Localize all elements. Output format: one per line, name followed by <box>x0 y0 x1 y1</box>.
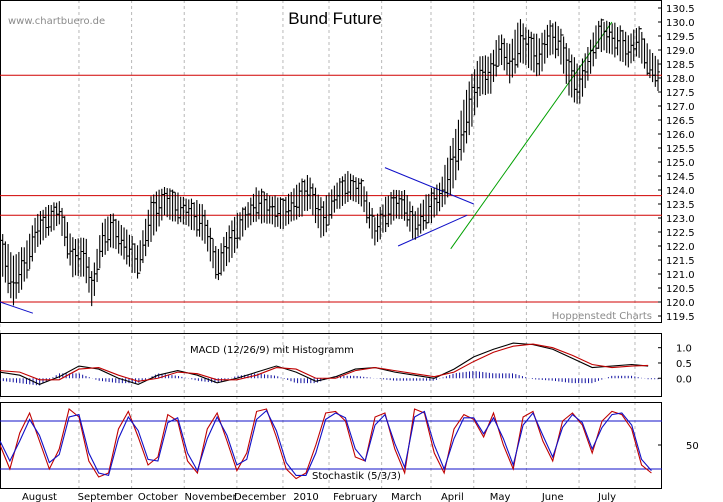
stochastik-series-line <box>0 409 652 477</box>
month-label: March <box>391 492 421 502</box>
price-tick-label: 120.0 <box>666 298 695 309</box>
price-tick-label: 126.5 <box>666 116 695 127</box>
stochastik-series-line <box>0 408 652 480</box>
panel-frame <box>0 333 662 397</box>
price-tick-label: 120.5 <box>666 284 695 295</box>
month-label: October <box>138 492 179 502</box>
price-tick-label: 119.5 <box>666 312 695 323</box>
stochastik-lines <box>0 408 652 480</box>
price-tick-label: 121.5 <box>666 256 695 267</box>
price-axis-ticks: 119.5 120.0 120.5 121.0 121.5 122.0 122.5 123.0… <box>658 4 695 323</box>
macd-tick-label: 0.5 <box>676 359 692 370</box>
price-tick-label: 129.0 <box>666 46 695 57</box>
price-tick-label: 125.5 <box>666 144 695 155</box>
vertical-gridlines <box>0 0 636 490</box>
stochastik-axis-ticks: 50 <box>658 441 699 452</box>
price-tick-label: 125.0 <box>666 158 695 169</box>
panel-frame <box>0 0 662 323</box>
month-label: November <box>185 492 238 502</box>
month-label: 2010 <box>293 492 318 502</box>
price-tick-label: 122.0 <box>666 242 695 253</box>
trendline <box>384 167 474 205</box>
price-tick-label: 130.0 <box>666 18 695 29</box>
month-label: February <box>333 492 377 502</box>
price-tick-label: 128.5 <box>666 60 695 71</box>
price-tick-label: 124.5 <box>666 172 695 183</box>
month-label: August <box>22 492 57 502</box>
watermark: www.chartbuero.de <box>8 16 105 27</box>
price-tick-label: 129.5 <box>666 32 695 43</box>
macd-series-line <box>0 343 649 382</box>
trendline <box>0 301 34 314</box>
price-tick-label: 124.0 <box>666 186 695 197</box>
price-tick-label: 121.0 <box>666 270 695 281</box>
price-tick-label: 127.5 <box>666 88 695 99</box>
price-trendlines <box>0 21 613 314</box>
price-tick-label: 126.0 <box>666 130 695 141</box>
stochastik-label: Stochastik (5/3/3) <box>312 471 401 482</box>
price-tick-label: 130.5 <box>666 4 695 15</box>
price-tick-label: 123.5 <box>666 200 695 211</box>
source-note: Hoppenstedt Charts <box>552 311 652 322</box>
price-bars <box>0 18 660 307</box>
month-label: September <box>78 492 134 502</box>
month-label: April <box>441 492 464 502</box>
month-label: July <box>597 492 616 502</box>
month-label: June <box>541 492 564 502</box>
macd-histogram <box>0 371 659 386</box>
macd-label: MACD (12/26/9) mit Histogramm <box>190 345 354 356</box>
trendline <box>397 214 468 247</box>
price-tick-label: 128.0 <box>666 74 695 85</box>
macd-tick-label: 1.0 <box>676 344 692 355</box>
month-label: May <box>490 492 511 502</box>
macd-tick-label: 0.0 <box>676 374 692 385</box>
macd-axis-ticks: 0.0 0.5 1.0 <box>658 344 692 385</box>
month-label: December <box>234 492 287 502</box>
chart-title: Bund Future <box>288 9 382 28</box>
price-tick-label: 122.5 <box>666 228 695 239</box>
price-tick-label: 123.0 <box>666 214 695 225</box>
price-tick-label: 127.0 <box>666 102 695 113</box>
stochastik-tick-label: 50 <box>686 441 699 452</box>
macd-lines <box>0 342 649 385</box>
macd-series-line <box>0 342 649 385</box>
